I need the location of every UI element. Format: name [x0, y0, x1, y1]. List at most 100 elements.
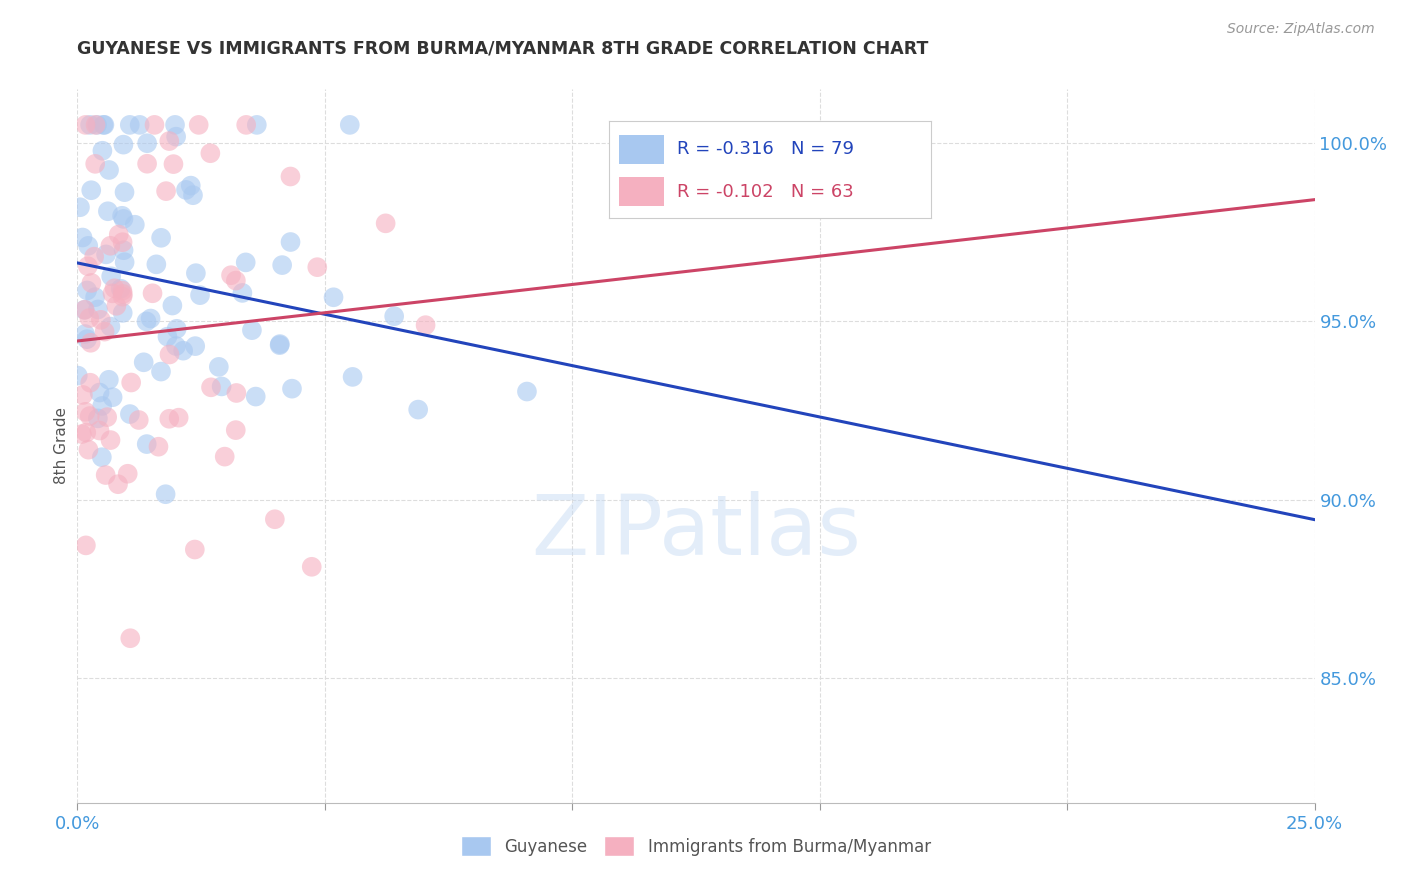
Point [211, 379, 233, 393]
Point [141, 286, 163, 301]
Point [75, 405, 97, 419]
Point [135, 314, 157, 328]
Point [516, 384, 538, 399]
Point [69, 200, 91, 214]
Point [184, 542, 207, 557]
Point [93, 118, 115, 132]
Point [80, 276, 103, 290]
Point [382, 309, 405, 323]
Point [245, 390, 267, 404]
Point [107, 477, 129, 491]
Point [157, 411, 180, 425]
Point [155, 184, 177, 198]
Legend: Guyanese, Immigrants from Burma/Myanmar: Guyanese, Immigrants from Burma/Myanmar [454, 830, 938, 863]
Point [128, 118, 150, 132]
Point [79, 376, 101, 390]
Point [120, 632, 142, 646]
Point [208, 359, 231, 374]
Point [162, 157, 184, 171]
Point [91, 144, 114, 158]
Point [120, 376, 142, 390]
Point [87, 302, 110, 317]
Point [184, 339, 207, 353]
Point [200, 380, 222, 394]
Point [73, 326, 96, 341]
Point [235, 255, 257, 269]
Point [89, 385, 111, 400]
Point [132, 355, 155, 369]
Point [415, 318, 437, 333]
Point [124, 218, 146, 232]
Point [139, 311, 162, 326]
Point [174, 183, 197, 197]
Point [184, 266, 207, 280]
Point [98, 163, 121, 178]
Point [79, 335, 101, 350]
Point [79, 118, 101, 132]
Point [231, 285, 253, 300]
Point [76, 332, 98, 346]
Point [150, 365, 173, 379]
Point [166, 322, 188, 336]
Point [235, 118, 257, 132]
Point [246, 118, 269, 132]
Point [240, 323, 263, 337]
Point [148, 440, 170, 454]
Point [105, 299, 128, 313]
Point [112, 211, 135, 226]
Point [79, 311, 101, 326]
Point [97, 204, 120, 219]
Point [91, 399, 114, 413]
Point [156, 329, 179, 343]
Point [136, 157, 159, 171]
Point [77, 442, 100, 457]
Point [136, 136, 159, 151]
Point [117, 467, 139, 481]
Point [159, 347, 181, 361]
Point [280, 235, 302, 249]
Point [66, 368, 89, 383]
Point [111, 235, 134, 250]
Point [84, 118, 107, 132]
Point [100, 239, 122, 253]
Point [263, 512, 285, 526]
FancyBboxPatch shape [619, 135, 664, 164]
Point [100, 269, 122, 284]
Point [135, 437, 157, 451]
Point [269, 338, 291, 352]
Point [84, 157, 107, 171]
Point [72, 388, 94, 402]
Point [89, 424, 111, 438]
Point [90, 313, 112, 327]
Point [281, 382, 304, 396]
Point [118, 118, 141, 132]
Y-axis label: 8th Grade: 8th Grade [53, 408, 69, 484]
Text: R = -0.316   N = 79: R = -0.316 N = 79 [676, 140, 853, 158]
Point [90, 450, 112, 465]
Point [374, 216, 396, 230]
Point [165, 129, 187, 144]
Point [157, 134, 180, 148]
Point [86, 118, 108, 132]
Point [225, 386, 247, 401]
Text: GUYANESE VS IMMIGRANTS FROM BURMA/MYANMAR 8TH GRADE CORRELATION CHART: GUYANESE VS IMMIGRANTS FROM BURMA/MYANMA… [77, 40, 929, 58]
Point [100, 433, 122, 447]
Point [73, 302, 96, 317]
Point [200, 146, 222, 161]
Point [225, 423, 247, 437]
Point [76, 259, 98, 273]
Point [162, 299, 184, 313]
Point [406, 402, 429, 417]
Text: Source: ZipAtlas.com: Source: ZipAtlas.com [1227, 22, 1375, 37]
FancyBboxPatch shape [619, 178, 664, 206]
Point [101, 390, 124, 404]
Point [100, 319, 122, 334]
Point [322, 290, 344, 304]
Point [307, 260, 329, 275]
Point [165, 339, 187, 353]
Point [342, 370, 364, 384]
Point [145, 257, 167, 271]
Point [84, 290, 107, 304]
Point [111, 284, 134, 298]
Point [150, 231, 173, 245]
